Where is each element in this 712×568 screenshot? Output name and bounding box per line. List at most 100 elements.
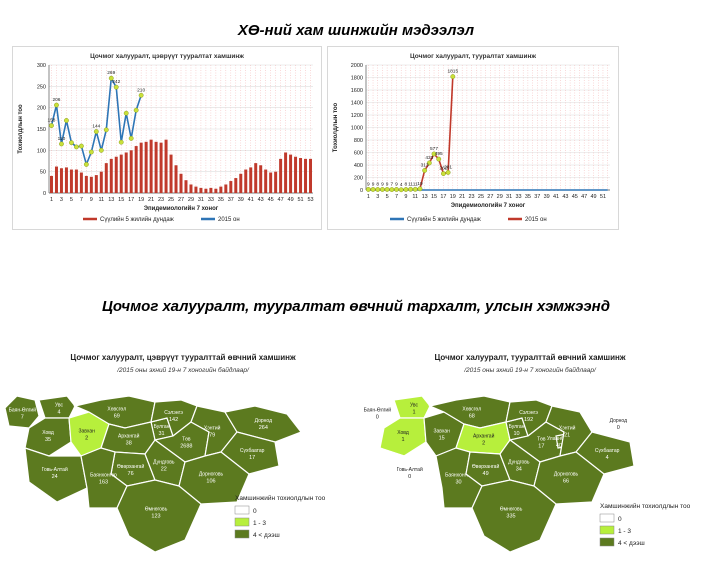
region-value: 335 xyxy=(506,514,515,520)
series-2015-point xyxy=(78,143,84,149)
series-2015-point xyxy=(73,144,79,150)
section-heading-syndrome-info: ХӨ-ний хам шинжийн мэдээлэл xyxy=(237,22,475,39)
region-value: 21 xyxy=(564,432,570,438)
x-tick-label: 11 xyxy=(412,194,418,200)
bar xyxy=(179,173,183,193)
x-tick-label: 27 xyxy=(178,197,184,203)
series-2015-point xyxy=(113,84,119,90)
chart-title: Цочмог халууралт, тууралтат хамшинж xyxy=(410,53,536,60)
y-tick-label: 50 xyxy=(40,170,46,176)
region-name: Сүхбаатар xyxy=(595,448,620,454)
bar xyxy=(234,178,238,193)
region-name: Баянхонгор xyxy=(90,473,117,479)
x-tick-label: 51 xyxy=(600,194,606,200)
bar xyxy=(94,175,98,193)
x-tick-label: 9 xyxy=(404,194,407,200)
legend-title: Хамшинжийн тохиолдлын тоо xyxy=(235,494,326,502)
region-value: 2 xyxy=(482,440,485,446)
y-tick-label: 0 xyxy=(43,191,46,197)
x-tick-label: 27 xyxy=(487,194,493,200)
series-2015-point xyxy=(380,187,385,192)
bar xyxy=(124,152,128,193)
y-tick-label: 150 xyxy=(37,127,46,133)
x-tick-label: 13 xyxy=(108,197,114,203)
x-tick-label: 15 xyxy=(118,197,124,203)
region-value: 66 xyxy=(563,479,569,485)
bar xyxy=(239,173,243,193)
y-tick-label: 1000 xyxy=(351,126,363,132)
x-tick-label: 43 xyxy=(258,197,264,203)
region-Сүхбаатар xyxy=(575,431,635,475)
series-2015-data-label: 110 xyxy=(58,136,66,142)
x-tick-label: 37 xyxy=(534,194,540,200)
x-tick-label: 19 xyxy=(138,197,144,203)
x-tick-label: 35 xyxy=(218,197,224,203)
region-name: Төв xyxy=(537,436,546,442)
series-2015-data-label: 433 xyxy=(425,155,433,161)
bar xyxy=(164,139,168,193)
x-tick-label: 45 xyxy=(572,194,578,200)
region-value: 24 xyxy=(52,474,58,480)
y-tick-label: 1400 xyxy=(351,101,363,107)
bar xyxy=(309,158,313,193)
bar xyxy=(114,156,118,193)
region-value: 7 xyxy=(21,414,24,420)
region-name: Говь-Алтай xyxy=(397,466,423,473)
series-2015-data-label: 269 xyxy=(107,70,115,76)
bar xyxy=(64,167,68,193)
bar xyxy=(194,186,198,193)
series-2015-data-label: 210 xyxy=(137,87,145,93)
series-2015-data-label: 281 xyxy=(444,164,452,170)
x-tick-label: 33 xyxy=(515,194,521,200)
x-tick-label: 5 xyxy=(386,194,389,200)
bar xyxy=(69,169,73,193)
series-2015-data-label: 9 xyxy=(381,181,384,187)
bar xyxy=(199,187,203,193)
region-name: Дорнод xyxy=(610,418,627,424)
series-2015-data-label: 144 xyxy=(92,124,100,130)
region-value: 30 xyxy=(455,480,461,486)
series-2015-data-label: 158 xyxy=(47,118,55,124)
chart-title: Цочмог халууралт, цэврүүт тууралтат хамш… xyxy=(90,53,244,60)
bar xyxy=(139,142,143,193)
series-2015-data-label: 242 xyxy=(112,79,120,85)
legend-label: 0 xyxy=(253,508,257,515)
x-tick-label: 39 xyxy=(238,197,244,203)
bar xyxy=(219,186,223,193)
region-name: Өвөрхангай xyxy=(117,463,145,470)
y-tick-label: 300 xyxy=(37,63,46,69)
region-name: Улаанбаатар xyxy=(547,436,577,442)
region-name: Говь-Алтай xyxy=(42,466,68,473)
series-2015-data-label: 1815 xyxy=(447,69,458,75)
x-tick-label: 43 xyxy=(562,194,568,200)
x-tick-label: 53 xyxy=(307,197,313,203)
region-Увс xyxy=(393,395,431,419)
region-name: Архангай xyxy=(118,432,140,439)
x-tick-label: 31 xyxy=(506,194,512,200)
legend-label: 4 < дээш xyxy=(253,532,280,539)
bar xyxy=(244,169,248,193)
region-value: 2688 xyxy=(180,443,192,449)
region-value: 10 xyxy=(513,431,519,437)
x-tick-label: 7 xyxy=(80,197,83,203)
legend-label: 1 - 3 xyxy=(618,528,631,535)
bar xyxy=(184,180,188,193)
series-2015-point xyxy=(93,129,99,134)
series-2015-point xyxy=(450,74,456,79)
legend-swatch xyxy=(234,517,250,527)
region-name: Сэлэнгэ xyxy=(164,410,183,416)
x-tick-label: 3 xyxy=(60,197,63,203)
bar xyxy=(289,154,293,193)
legend-label: Сүүлийн 5 жилийн дундаж xyxy=(407,216,481,223)
legend-label: 0 xyxy=(618,516,622,523)
region-value: 22 xyxy=(161,466,167,472)
series-2015-point xyxy=(123,110,129,116)
region-value: 79 xyxy=(209,432,215,438)
y-tick-label: 2000 xyxy=(351,63,363,69)
bar xyxy=(149,139,153,193)
series-2015-point xyxy=(133,107,139,113)
chart-vesicular-rash: Цочмог халууралт, цэврүүт тууралтат хамш… xyxy=(18,53,314,223)
x-tick-label: 13 xyxy=(422,194,428,200)
series-2015-data-label: 7 xyxy=(390,182,393,188)
series-2015-point xyxy=(108,75,114,81)
